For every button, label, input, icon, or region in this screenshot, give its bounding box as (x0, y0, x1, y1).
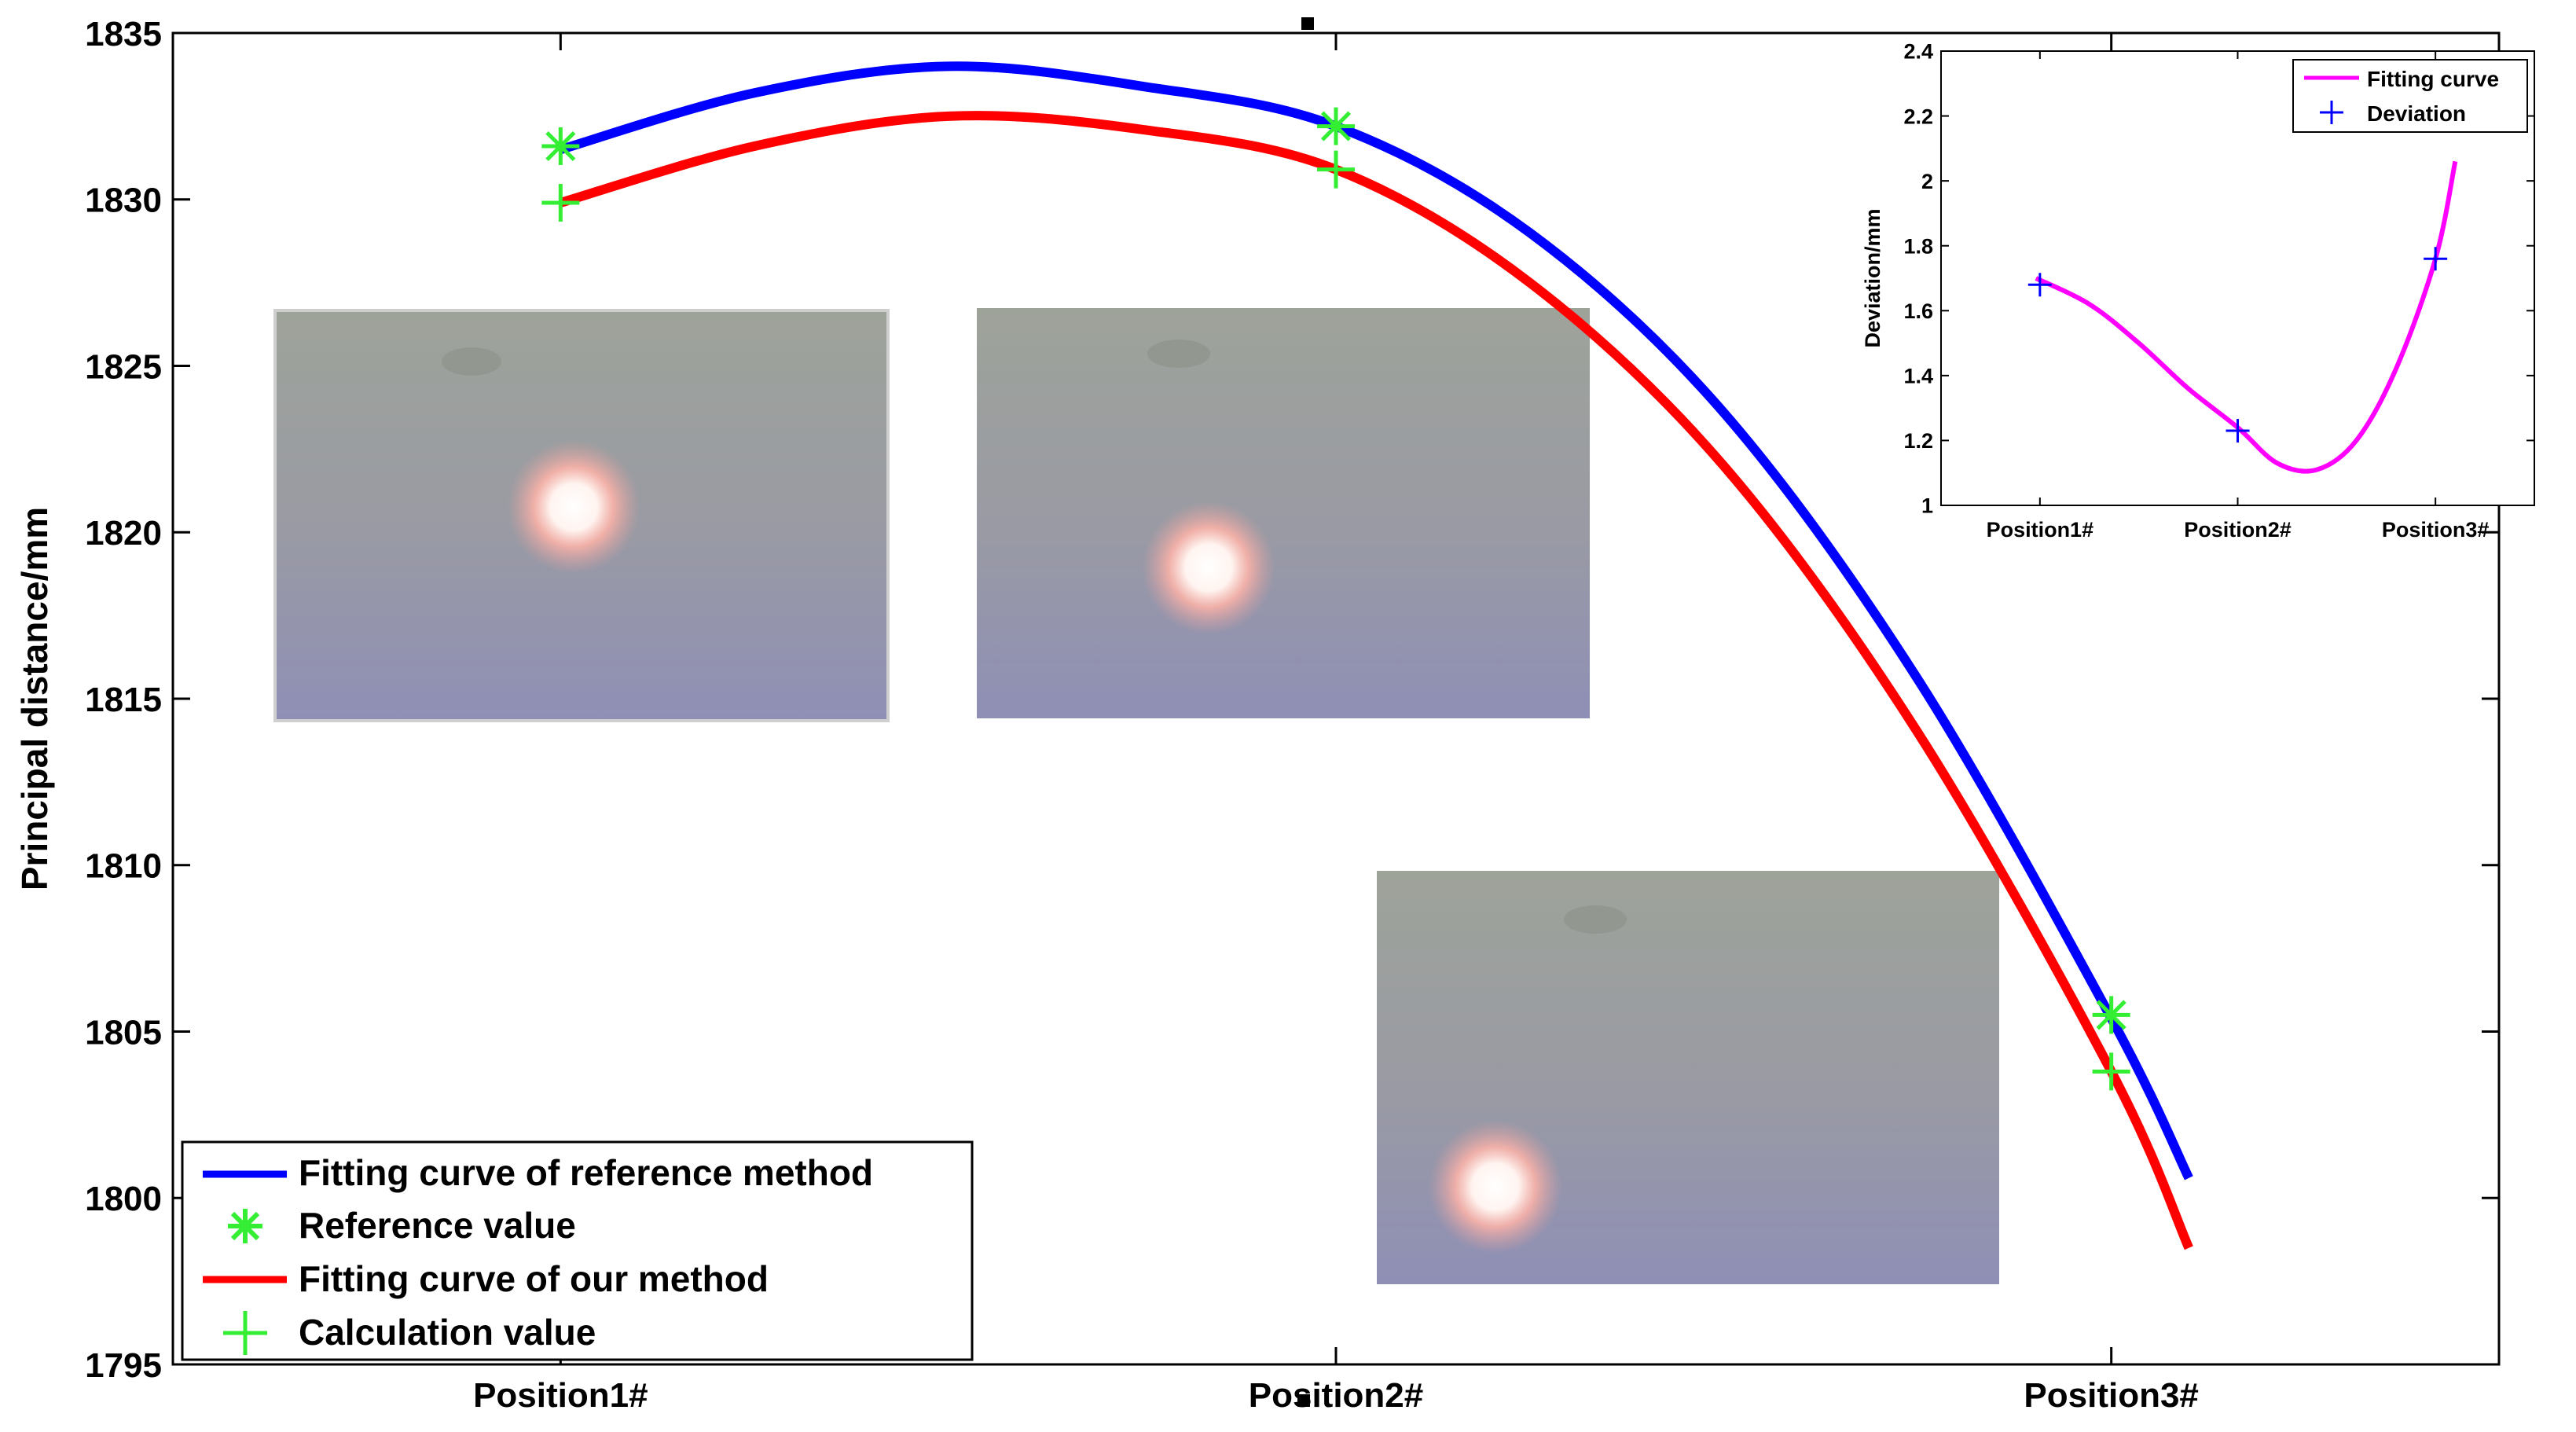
main-x-axis-ticks: Position1# Position2# Position3# (473, 33, 2199, 1415)
y-tick-label: 2 (1921, 170, 1933, 193)
x-tick-label: Position1# (1987, 518, 2094, 542)
x-axis-square-mark (1297, 1394, 1310, 1407)
inset-legend-label-fitting-curve: Fitting curve (2367, 67, 2499, 91)
main-y-axis-ticks: 1795 1800 1805 1810 1815 1820 1825 1830 1835 (85, 15, 2499, 1385)
asterisk-marker-point (2092, 996, 2130, 1034)
plus-marker-point (1317, 150, 1355, 189)
y-tick-label: 1.8 (1903, 234, 1933, 258)
asterisk-marker-point (541, 127, 580, 165)
y-tick-label: 2.2 (1903, 105, 1933, 128)
inset-legend: Fitting curve Deviation (2292, 59, 2528, 133)
x-tick-label: Position1# (473, 1376, 648, 1415)
main-legend: Fitting curve of reference method Refere… (181, 1140, 974, 1361)
inset-legend-label-deviation: Deviation (2367, 101, 2466, 126)
legend-item-our-curve: Fitting curve of our method (203, 1258, 769, 1299)
legend-item-calculation-value: Calculation value (223, 1311, 596, 1355)
inset-series-layer (2027, 160, 2458, 474)
plus-marker-point (2092, 1052, 2130, 1091)
y-tick-label: 1835 (85, 15, 162, 53)
legend-item-reference-value: Reference value (228, 1205, 576, 1246)
legend-label-calculation-value: Calculation value (299, 1312, 596, 1353)
y-tick-label: 1795 (85, 1346, 162, 1385)
y-tick-label: 1810 (85, 847, 162, 886)
y-tick-label: 1805 (85, 1013, 162, 1052)
y-tick-label: 1815 (85, 681, 162, 719)
series-line-0 (559, 61, 2193, 1180)
y-tick-label: 1825 (85, 347, 162, 386)
y-tick-label: 1830 (85, 182, 162, 220)
x-tick-label: Position3# (2024, 1376, 2199, 1415)
inset-legend-item-deviation: Deviation (2320, 101, 2466, 126)
photo-position3 (1377, 871, 1999, 1284)
asterisk-marker-point (1317, 107, 1355, 145)
plus-marker-point (541, 183, 580, 222)
photo-position1 (273, 309, 890, 722)
inset-legend-plus-marker (2320, 101, 2343, 124)
y-tick-label: 1 (1921, 494, 1933, 518)
x-tick-label: Position3# (2382, 518, 2490, 542)
y-tick-label: 1820 (85, 514, 162, 553)
top-edge-square-mark (1301, 17, 1314, 30)
main-series-layer (541, 61, 2193, 1250)
y-tick-label: 1.4 (1903, 365, 1933, 388)
legend-plus-marker (223, 1311, 267, 1355)
legend-label-reference-value: Reference value (299, 1205, 576, 1246)
legend-asterisk-marker (228, 1209, 262, 1243)
y-tick-label: 1800 (85, 1180, 162, 1218)
plus-marker-point (2424, 247, 2448, 271)
inset-y-axis-label: Deviation/mm (1861, 208, 1884, 347)
y-tick-label: 1.6 (1903, 299, 1933, 323)
series-line-2 (559, 111, 2193, 1250)
series-line-0 (2035, 160, 2458, 474)
legend-item-reference-curve: Fitting curve of reference method (203, 1152, 873, 1193)
y-tick-label: 1.2 (1903, 429, 1933, 453)
inset-y-axis-ticks: 1 1.2 1.4 1.6 1.8 2 2.2 2.4 (1903, 40, 2534, 518)
photo-position2 (977, 308, 1590, 718)
inset-x-axis-ticks: Position1# Position2# Position3# (1987, 51, 2490, 542)
x-tick-label: Position2# (1249, 1376, 1424, 1415)
photo-insets (273, 308, 1999, 1284)
legend-label-reference-curve: Fitting curve of reference method (299, 1152, 873, 1193)
legend-label-our-curve: Fitting curve of our method (299, 1258, 769, 1299)
inset-legend-item-fitting-curve: Fitting curve (2304, 67, 2499, 91)
plus-marker-point (2226, 419, 2250, 443)
plus-marker-point (2027, 273, 2052, 297)
y-tick-label: 2.4 (1903, 40, 1933, 64)
main-y-axis-label: Principal distance/mm (14, 507, 55, 890)
inset-deviation-chart: 1 1.2 1.4 1.6 1.8 2 2.2 2.4 Position1# Position2… (1861, 40, 2535, 542)
x-tick-label: Position2# (2184, 518, 2292, 542)
